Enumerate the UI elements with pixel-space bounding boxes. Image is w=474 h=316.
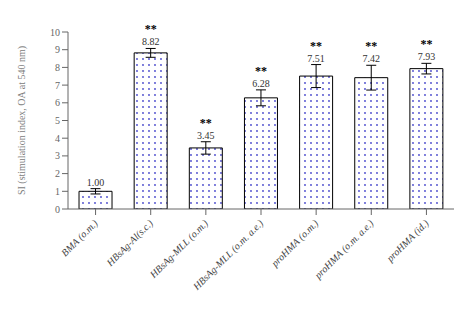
svg-text:proHMA (o.m.): proHMA (o.m.) [268,217,321,270]
svg-text:**: ** [310,39,322,53]
svg-text:HBsAg-MLL (o.m.): HBsAg-MLL (o.m.) [147,217,211,281]
svg-text:8.82: 8.82 [142,36,160,47]
svg-text:SI (stimulation index, OA at 5: SI (stimulation index, OA at 540 nm) [16,46,28,195]
svg-text:HBsAg-MLL (o.m. a.e.): HBsAg-MLL (o.m. a.e.) [190,217,266,293]
svg-text:**: ** [365,39,377,53]
svg-text:**: ** [255,64,267,78]
svg-text:7.42: 7.42 [362,53,380,64]
svg-text:BMA (o.m.): BMA (o.m.) [59,217,101,259]
svg-text:4: 4 [55,133,60,144]
svg-text:3: 3 [55,150,60,161]
svg-text:1.00: 1.00 [87,177,105,188]
svg-text:8: 8 [55,62,60,73]
svg-text:10: 10 [50,27,60,38]
svg-text:3.45: 3.45 [197,130,215,141]
svg-text:7.51: 7.51 [307,53,325,64]
svg-text:**: ** [200,116,212,130]
svg-text:6: 6 [55,97,60,108]
svg-text:**: ** [145,22,157,36]
svg-text:7.93: 7.93 [418,51,436,62]
svg-text:1: 1 [55,186,60,197]
svg-text:proHMA (o.m. a.e.): proHMA (o.m. a.e.) [312,217,377,282]
svg-text:proHMA (id.): proHMA (id.) [384,217,432,265]
svg-text:HBsAg-Al(s.c.): HBsAg-Al(s.c.) [104,217,156,269]
svg-text:**: ** [420,37,432,51]
svg-text:5: 5 [55,115,60,126]
svg-text:2: 2 [55,168,60,179]
svg-text:6.28: 6.28 [252,78,270,89]
svg-text:7: 7 [55,80,60,91]
svg-text:9: 9 [55,44,60,55]
svg-text:0: 0 [55,204,60,215]
